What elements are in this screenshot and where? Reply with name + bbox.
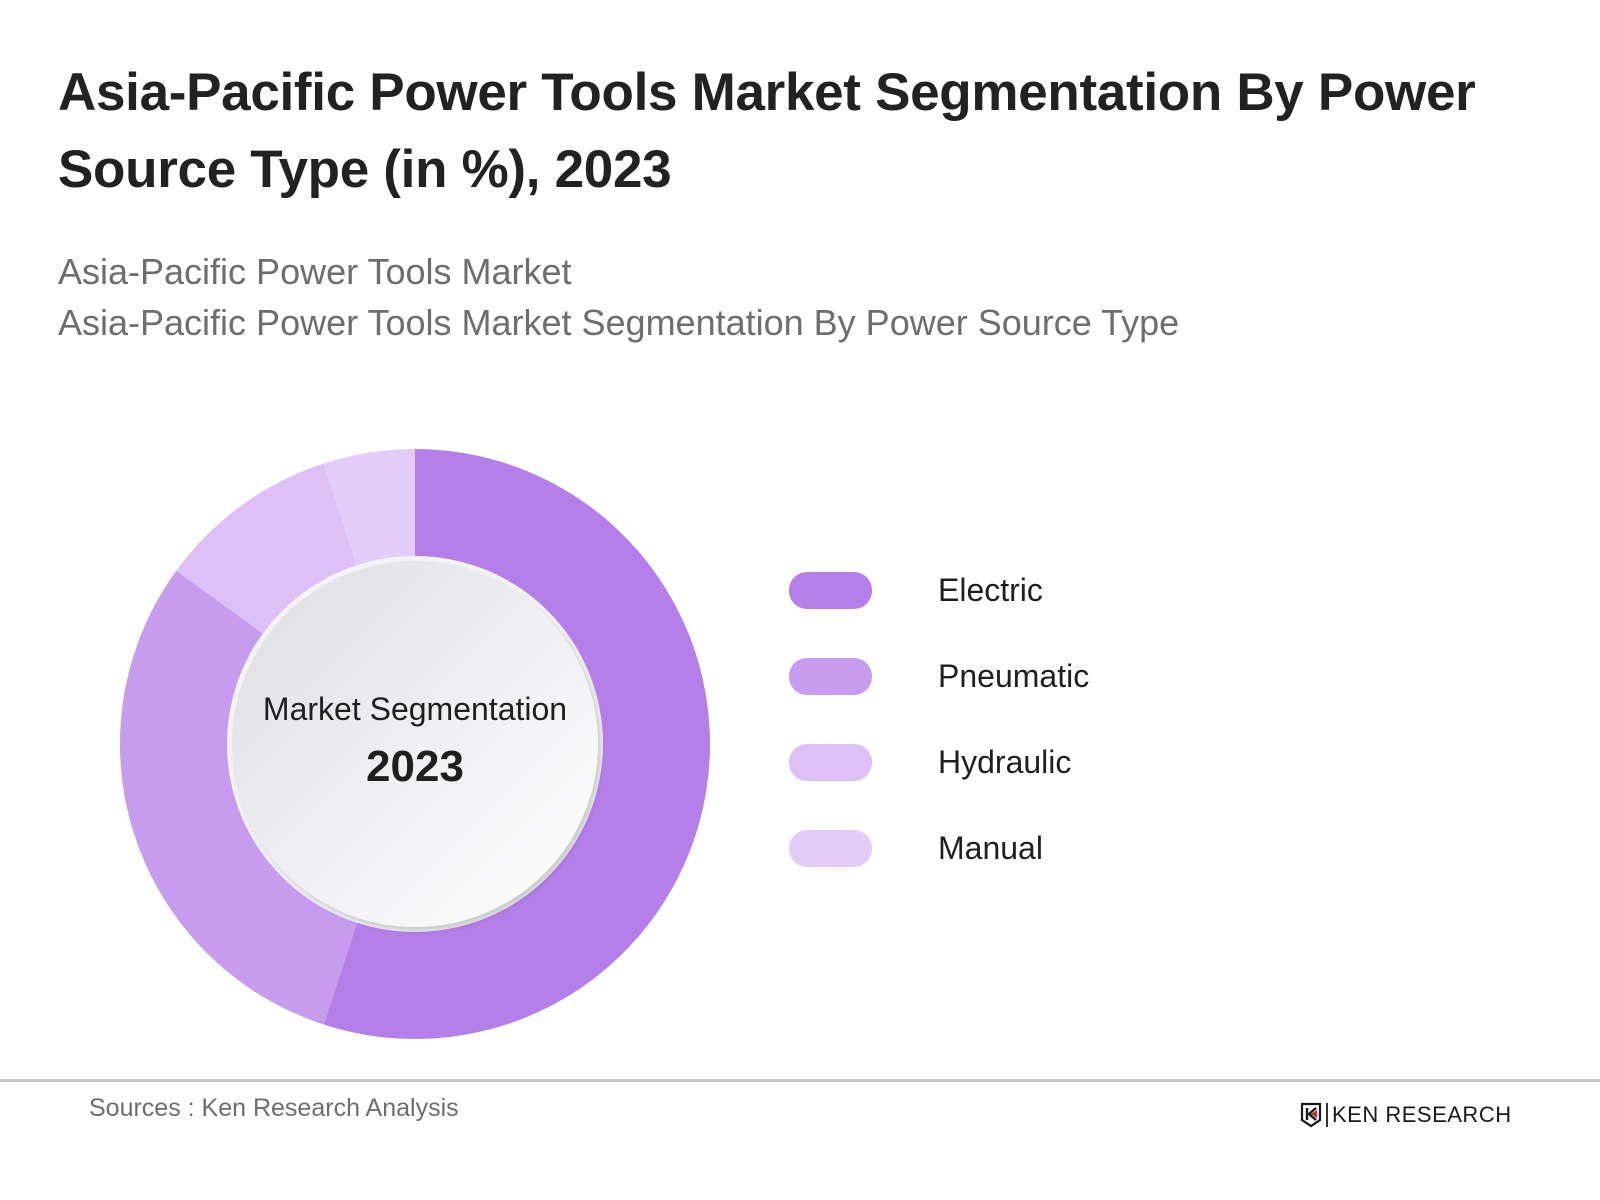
legend-label-pneumatic: Pneumatic (938, 658, 1090, 694)
brand-logo: KEN RESEARCH (1300, 1100, 1512, 1130)
legend-label-manual: Manual (938, 830, 1043, 866)
legend-swatch-hydraulic (789, 744, 872, 781)
sources-note: Sources : Ken Research Analysis (89, 1094, 459, 1122)
legend-swatch-pneumatic (789, 658, 872, 695)
legend-label-electric: Electric (938, 572, 1043, 608)
legend-label-hydraulic: Hydraulic (938, 744, 1072, 780)
brand-name: KEN RESEARCH (1332, 1102, 1512, 1127)
donut-slice-electric[interactable] (323, 449, 711, 1039)
center-title: Market Segmentation (262, 690, 568, 727)
center-label: Market Segmentation 2023 (229, 558, 601, 930)
subtitle-market: Asia-Pacific Power Tools Market (58, 251, 572, 292)
legend-item-manual[interactable]: Manual (789, 830, 1089, 867)
donut-chart (119, 449, 711, 1039)
center-disc (232, 561, 598, 927)
subtitles: Asia-Pacific Power Tools Market Asia-Pac… (58, 246, 1179, 348)
subtitle-segmentation: Asia-Pacific Power Tools Market Segmenta… (58, 302, 1180, 343)
footer-divider (0, 1079, 1600, 1082)
brand-separator (1326, 1103, 1328, 1127)
legend-item-pneumatic[interactable]: Pneumatic (789, 658, 1089, 695)
legend-item-electric[interactable]: Electric (789, 572, 1089, 609)
center-year: 2023 (366, 741, 464, 791)
chart-title: Asia-Pacific Power Tools Market Segmenta… (58, 63, 1476, 199)
legend-swatch-manual (789, 830, 872, 867)
legend: Electric Pneumatic Hydraulic Manual (789, 572, 1089, 916)
legend-item-hydraulic[interactable]: Hydraulic (789, 744, 1089, 781)
legend-swatch-electric (789, 572, 872, 609)
ken-research-logo-icon (1300, 1102, 1322, 1128)
